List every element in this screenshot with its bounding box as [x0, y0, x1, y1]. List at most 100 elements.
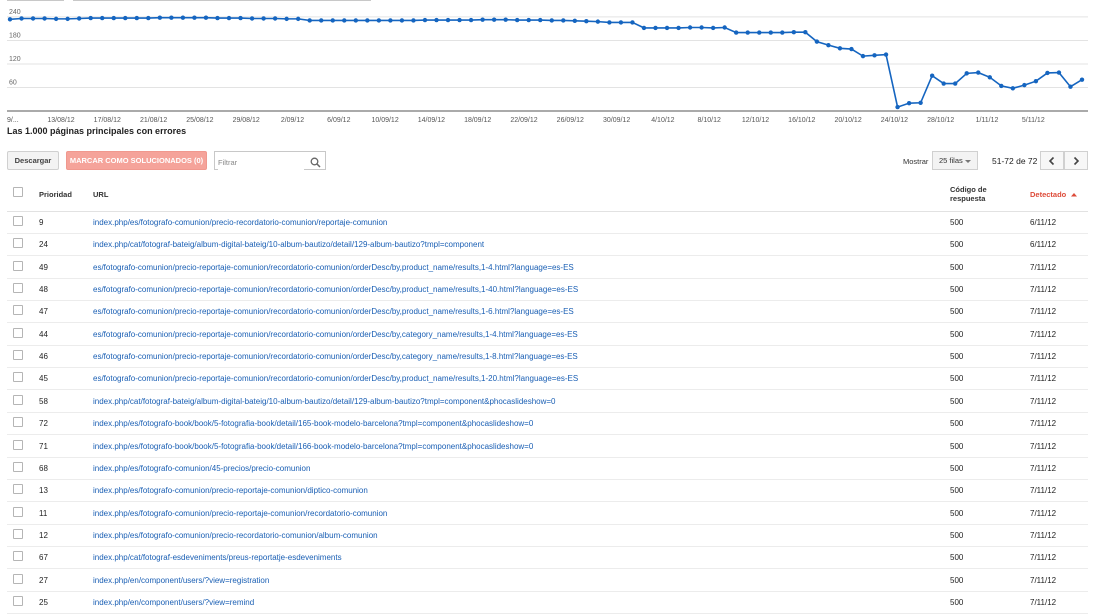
- data-point[interactable]: [929, 73, 935, 78]
- data-point[interactable]: [261, 16, 266, 21]
- data-point[interactable]: [745, 30, 750, 35]
- data-point[interactable]: [687, 25, 693, 30]
- data-point[interactable]: [837, 46, 843, 51]
- data-point[interactable]: [1022, 82, 1027, 88]
- header-priority[interactable]: Prioridad: [39, 190, 72, 199]
- data-point[interactable]: [849, 46, 854, 52]
- row-checkbox[interactable]: [13, 506, 23, 517]
- data-point[interactable]: [388, 18, 393, 23]
- row-url-link[interactable]: index.php/es/fotografo-book/book/5-fotog…: [93, 419, 534, 429]
- data-point[interactable]: [918, 100, 923, 105]
- data-point[interactable]: [664, 25, 670, 31]
- data-point[interactable]: [342, 18, 347, 23]
- data-point[interactable]: [791, 30, 797, 35]
- row-url-link[interactable]: index.php/es/fotografo-comunion/precio-r…: [93, 508, 388, 518]
- data-point[interactable]: [595, 19, 601, 24]
- data-point[interactable]: [42, 16, 47, 21]
- data-point[interactable]: [987, 75, 992, 80]
- data-point[interactable]: [88, 15, 93, 21]
- data-point[interactable]: [284, 16, 289, 22]
- row-url-link[interactable]: es/fotografo-comunion/precio-reportaje-c…: [93, 262, 574, 272]
- row-checkbox[interactable]: [13, 216, 23, 226]
- data-point[interactable]: [999, 83, 1004, 89]
- row-checkbox[interactable]: [13, 573, 23, 584]
- row-url-link[interactable]: index.php/cat/fotograf-esdeveniments/pre…: [93, 553, 342, 563]
- data-point[interactable]: [1079, 77, 1085, 82]
- data-point[interactable]: [65, 16, 70, 22]
- row-url-link[interactable]: index.php/es/fotografo-book/book/5-fotog…: [93, 441, 534, 451]
- search-icon[interactable]: [310, 155, 321, 173]
- data-point[interactable]: [549, 18, 554, 23]
- row-url-link[interactable]: es/fotografo-comunion/precio-reportaje-c…: [93, 352, 578, 362]
- row-checkbox[interactable]: [13, 350, 23, 361]
- data-point[interactable]: [192, 15, 197, 20]
- select-all-checkbox[interactable]: [13, 187, 23, 197]
- row-checkbox[interactable]: [13, 528, 23, 539]
- data-point[interactable]: [399, 18, 405, 23]
- data-point[interactable]: [699, 25, 704, 30]
- row-checkbox[interactable]: [13, 439, 23, 450]
- filter-field[interactable]: [214, 151, 326, 170]
- row-checkbox[interactable]: [13, 551, 23, 562]
- data-point[interactable]: [953, 81, 958, 86]
- data-point[interactable]: [630, 20, 635, 25]
- data-point[interactable]: [733, 30, 739, 35]
- data-point[interactable]: [1033, 79, 1039, 84]
- data-point[interactable]: [826, 42, 831, 48]
- data-point[interactable]: [215, 15, 220, 21]
- data-point[interactable]: [457, 17, 462, 23]
- row-url-link[interactable]: index.php/es/fotografo-comunion/precio-r…: [93, 530, 378, 540]
- row-checkbox[interactable]: [13, 283, 23, 294]
- data-point[interactable]: [757, 30, 762, 35]
- data-point[interactable]: [976, 70, 981, 75]
- data-point[interactable]: [238, 15, 243, 21]
- data-point[interactable]: [641, 25, 647, 31]
- row-url-link[interactable]: index.php/es/fotografo-comunion/45-preci…: [93, 463, 311, 473]
- data-point[interactable]: [607, 20, 612, 25]
- data-point[interactable]: [295, 16, 301, 22]
- data-point[interactable]: [468, 17, 474, 23]
- mark-fixed-button[interactable]: MARCAR COMO SOLUCIONADOS (0): [66, 151, 207, 170]
- data-point[interactable]: [872, 53, 877, 58]
- data-point[interactable]: [319, 18, 324, 23]
- data-point[interactable]: [860, 53, 866, 59]
- data-point[interactable]: [780, 30, 785, 35]
- data-point[interactable]: [157, 15, 163, 20]
- data-point[interactable]: [330, 18, 335, 23]
- header-url[interactable]: URL: [93, 190, 109, 199]
- data-point[interactable]: [203, 15, 209, 20]
- data-point[interactable]: [491, 17, 497, 22]
- data-point[interactable]: [100, 15, 105, 21]
- data-point[interactable]: [526, 17, 531, 23]
- data-point[interactable]: [411, 18, 416, 23]
- download-button[interactable]: Descargar: [7, 151, 59, 170]
- data-point[interactable]: [19, 16, 24, 21]
- data-point[interactable]: [76, 16, 82, 21]
- data-point[interactable]: [895, 104, 900, 110]
- data-point[interactable]: [1010, 86, 1016, 91]
- row-checkbox[interactable]: [13, 417, 23, 428]
- row-checkbox[interactable]: [13, 372, 23, 383]
- data-point[interactable]: [445, 17, 451, 23]
- row-checkbox[interactable]: [13, 260, 23, 271]
- data-point[interactable]: [514, 17, 520, 23]
- data-point[interactable]: [653, 25, 658, 31]
- data-point[interactable]: [676, 25, 681, 31]
- data-point[interactable]: [1056, 70, 1062, 75]
- row-url-link[interactable]: es/fotografo-comunion/precio-reportaje-c…: [93, 374, 579, 384]
- prev-page-button[interactable]: [1040, 151, 1064, 170]
- data-point[interactable]: [503, 17, 508, 22]
- data-point[interactable]: [710, 25, 716, 31]
- row-url-link[interactable]: index.php/en/component/users/?view=remin…: [93, 597, 255, 607]
- data-point[interactable]: [146, 15, 151, 21]
- data-point[interactable]: [618, 20, 624, 25]
- data-point[interactable]: [307, 18, 312, 23]
- row-url-link[interactable]: index.php/es/fotografo-comunion/precio-r…: [93, 218, 388, 227]
- data-point[interactable]: [941, 81, 946, 86]
- data-point[interactable]: [883, 52, 889, 57]
- data-point[interactable]: [272, 16, 278, 21]
- row-checkbox[interactable]: [13, 461, 23, 472]
- row-checkbox[interactable]: [13, 238, 23, 249]
- data-point[interactable]: [434, 17, 439, 23]
- row-checkbox[interactable]: [13, 327, 23, 338]
